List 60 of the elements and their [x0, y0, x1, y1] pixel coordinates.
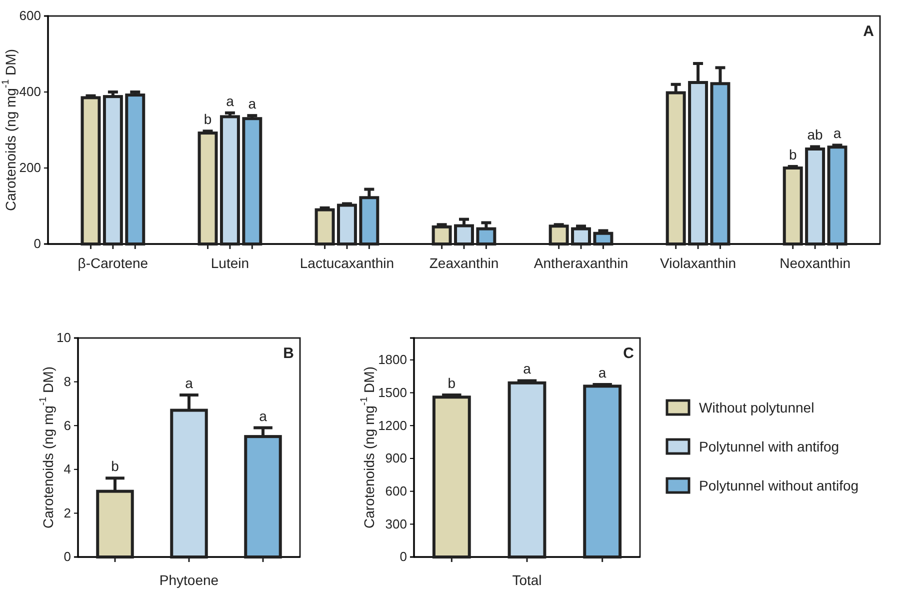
bar — [432, 225, 452, 246]
y-tick-label: 900 — [385, 450, 407, 466]
y-tick-label: 1500 — [378, 384, 407, 400]
legend-label: Polytunnel with antifog — [699, 438, 840, 454]
data-label: b — [448, 374, 456, 391]
x-tick-label: Lactucaxanthin — [300, 254, 394, 271]
bar — [80, 96, 101, 246]
x-tick-label: β-Carotene — [78, 254, 148, 271]
y-tick-label: 2 — [64, 505, 71, 520]
annotation: B — [283, 345, 294, 362]
y-tick-label: 10 — [56, 330, 71, 346]
y-tick-label: 600 — [385, 483, 407, 498]
bar — [476, 227, 496, 246]
x-axis-title: Phytoene — [159, 572, 219, 588]
legend-label: Without polytunnel — [699, 400, 814, 416]
y-tick-label: 0 — [34, 236, 41, 252]
data-label: b — [111, 458, 120, 474]
bar — [454, 224, 474, 246]
bar — [805, 148, 826, 246]
annotation: A — [863, 23, 874, 40]
bar — [198, 132, 218, 246]
x-tick-label: Neoxanthin — [780, 254, 850, 271]
y-tick-label: 1200 — [378, 418, 407, 433]
x-tick-label: Antheraxanthin — [534, 254, 628, 271]
y-tick-label: 6 — [64, 418, 71, 433]
bar — [336, 204, 357, 246]
y-tick-label: 8 — [64, 374, 71, 389]
bar — [314, 208, 335, 246]
y-tick-label: 400 — [19, 84, 41, 100]
y-tick-label: 200 — [19, 160, 41, 176]
y-tick-label: 0 — [64, 549, 71, 564]
data-label: b — [204, 111, 212, 128]
data-label: ab — [807, 126, 824, 143]
bar — [782, 166, 803, 246]
bar — [220, 115, 240, 246]
data-label: a — [248, 96, 256, 112]
bar — [125, 94, 146, 246]
x-tick-label: Zeaxanthin — [429, 254, 499, 271]
bar — [827, 146, 848, 246]
x-tick-label: Lutein — [210, 254, 250, 271]
data-label: a — [833, 125, 842, 142]
data-label: a — [226, 92, 234, 109]
y-tick-label: 0 — [400, 549, 407, 564]
data-label: b — [788, 146, 797, 162]
bar — [548, 224, 569, 246]
data-label: a — [598, 364, 606, 381]
data-label: a — [523, 360, 532, 377]
x-tick-label: Violaxanthin — [660, 254, 736, 271]
data-label: a — [185, 374, 194, 391]
bar — [571, 227, 592, 246]
y-tick-label: 4 — [64, 462, 71, 477]
data-label: a — [259, 408, 268, 424]
y-tick-label: 300 — [385, 516, 407, 532]
x-axis-title: Total — [512, 572, 542, 588]
bar — [242, 117, 262, 246]
y-tick-label: 1800 — [378, 352, 407, 368]
bar — [593, 232, 614, 246]
annotation: C — [623, 345, 634, 362]
legend-label: Polytunnel without antifog — [699, 478, 859, 494]
y-tick-label: 600 — [19, 8, 41, 24]
